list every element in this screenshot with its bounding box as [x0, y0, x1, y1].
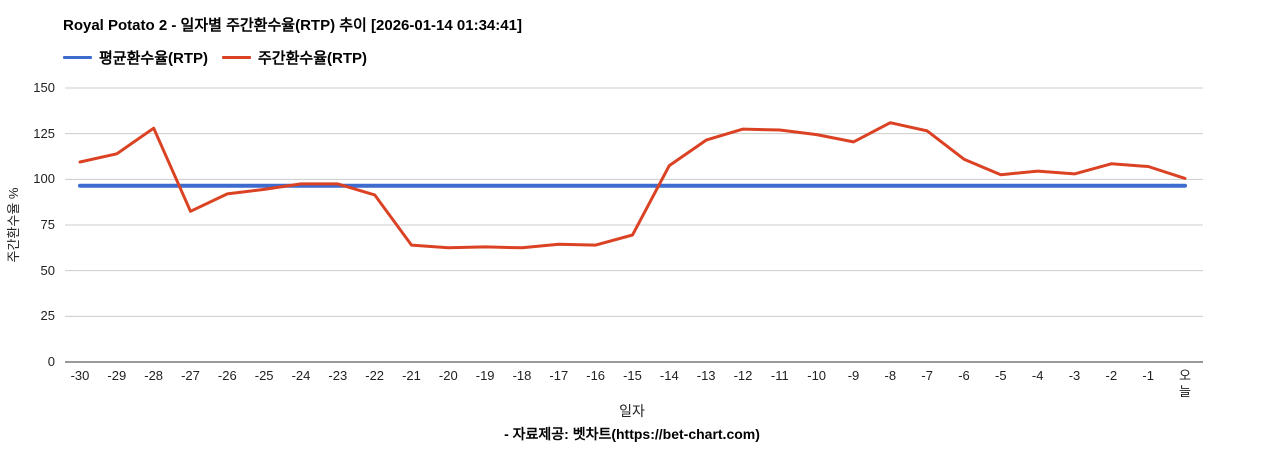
y-tick-label-25: 25 [40, 308, 55, 324]
x-tick-label--10: -10 [807, 368, 827, 383]
x-tick-label--12: -12 [733, 368, 753, 383]
x-tick-label-오늘: 오늘 [1179, 368, 1191, 399]
x-tick-label--4: -4 [1031, 368, 1044, 383]
x-tick-label--1: -1 [1142, 368, 1154, 383]
y-tick-label-150: 150 [33, 80, 55, 95]
y-tick-label-100: 100 [33, 171, 55, 187]
x-tick-label--22: -22 [365, 368, 385, 383]
x-tick-label--5: -5 [995, 368, 1007, 383]
legend: 평균환수율(RTP) 주간환수율(RTP) [63, 47, 367, 68]
y-axis-title: 주간환수율 % [6, 187, 21, 263]
y-tick-label-0: 0 [47, 354, 55, 369]
x-tick-label--29: -29 [107, 368, 127, 383]
x-tick-label--25: -25 [254, 368, 274, 383]
x-tick-label--27: -27 [181, 368, 200, 383]
y-tick-label-125: 125 [33, 125, 55, 141]
x-tick-label--9: -9 [847, 368, 860, 383]
source-attribution: - 자료제공: 벳차트(https://bet-chart.com) [504, 426, 760, 442]
x-tick-label--6: -6 [958, 368, 970, 383]
x-tick-label--16: -16 [586, 368, 606, 383]
legend-item-average-rtp: 평균환수율(RTP) [63, 47, 208, 68]
y-tick-label-50: 50 [40, 262, 55, 278]
legend-item-weekly-rtp: 주간환수율(RTP) [222, 47, 367, 68]
x-tick-label--28: -28 [144, 368, 164, 383]
chart-title: Royal Potato 2 - 일자별 주간환수율(RTP) 추이 [2026… [63, 17, 522, 34]
x-tick-label--13: -13 [696, 368, 716, 383]
x-tick-label--11: -11 [770, 368, 789, 383]
x-tick-label--23: -23 [328, 368, 348, 383]
legend-label-average-rtp: 평균환수율(RTP) [99, 50, 208, 67]
x-tick-label--7: -7 [921, 368, 933, 383]
average-rtp-line-swatch-icon [63, 56, 92, 59]
x-axis-title: 일자 [619, 403, 645, 419]
x-tick-label--20: -20 [438, 368, 458, 383]
weekly-rtp-line-swatch-icon [222, 56, 251, 59]
x-tick-label--14: -14 [659, 368, 679, 383]
x-tick-label--19: -19 [475, 368, 495, 383]
x-tick-label--2: -2 [1105, 368, 1118, 383]
x-tick-label--18: -18 [512, 368, 532, 383]
x-tick-label--8: -8 [884, 368, 897, 383]
x-tick-label--3: -3 [1068, 368, 1081, 383]
x-tick-label--24: -24 [291, 368, 311, 383]
x-tick-label--21: -21 [402, 368, 421, 383]
y-tick-label-75: 75 [40, 217, 55, 232]
weekly-rtp-line[interactable] [78, 121, 1187, 250]
x-tick-label--17: -17 [549, 368, 569, 383]
x-tick-label--15: -15 [623, 368, 642, 383]
x-tick-label--26: -26 [217, 368, 237, 383]
x-tick-label--30: -30 [70, 368, 90, 383]
legend-label-weekly-rtp: 주간환수율(RTP) [258, 50, 367, 67]
